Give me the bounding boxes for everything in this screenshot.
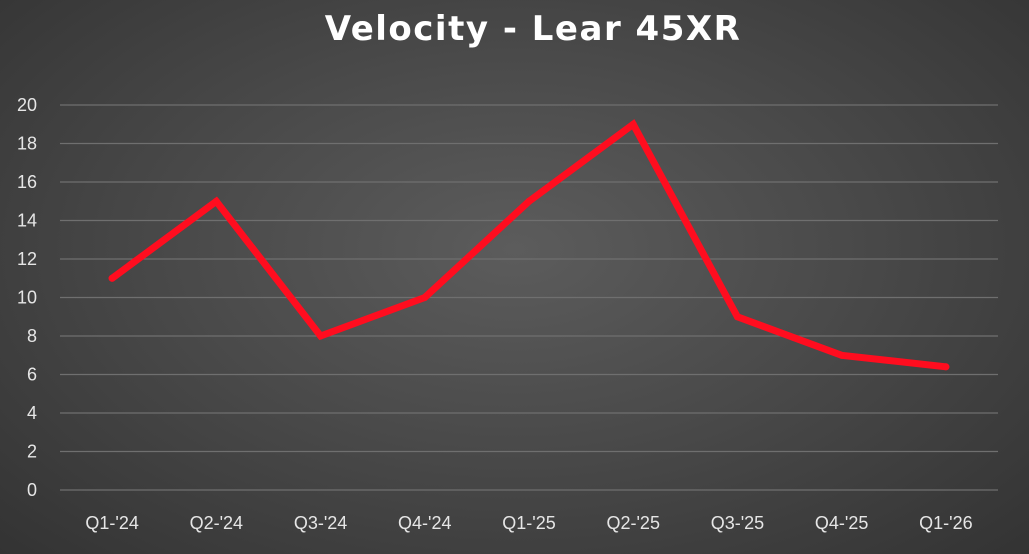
- y-tick-label: 16: [17, 172, 37, 192]
- gridlines: [60, 104, 998, 491]
- data-point: [525, 197, 533, 205]
- y-tick-label: 4: [27, 403, 37, 423]
- x-tick-label: Q1-'26: [919, 513, 972, 533]
- y-tick-label: 0: [27, 480, 37, 500]
- y-tick-label: 8: [27, 326, 37, 346]
- chart-title: Velocity - Lear 45XR: [325, 9, 742, 49]
- y-tick-label: 10: [17, 288, 37, 308]
- x-tick-label: Q1-'24: [85, 513, 138, 533]
- data-point: [942, 363, 950, 371]
- data-point: [629, 120, 637, 128]
- y-tick-label: 2: [27, 442, 37, 462]
- x-axis-tick-labels: Q1-'24 Q2-'24 Q3-'24 Q4-'24 Q1-'25 Q2-'25 Q3-'…: [85, 513, 972, 533]
- data-point: [212, 197, 220, 205]
- x-tick-label: Q3-'24: [294, 513, 347, 533]
- data-point: [317, 332, 325, 340]
- y-tick-label: 6: [27, 365, 37, 385]
- series-line-0: [108, 119, 950, 371]
- data-point: [421, 294, 429, 301]
- y-tick-label: 20: [17, 95, 37, 115]
- x-tick-label: Q1-'25: [502, 513, 555, 533]
- data-point: [838, 351, 846, 359]
- y-tick-label: 12: [17, 249, 37, 269]
- y-axis-tick-labels: 0 2 4 6 8 10 12 14 16 18 20: [17, 95, 37, 500]
- x-tick-label: Q3-'25: [711, 513, 764, 533]
- x-tick-label: Q4-'24: [398, 513, 451, 533]
- x-tick-label: Q2-'25: [606, 513, 659, 533]
- x-tick-label: Q2-'24: [190, 513, 243, 533]
- series-layer: [108, 119, 950, 371]
- y-tick-label: 14: [17, 211, 37, 231]
- data-point: [108, 274, 116, 282]
- x-tick-label: Q4-'25: [815, 513, 868, 533]
- y-tick-label: 18: [17, 134, 37, 154]
- data-point: [733, 313, 741, 321]
